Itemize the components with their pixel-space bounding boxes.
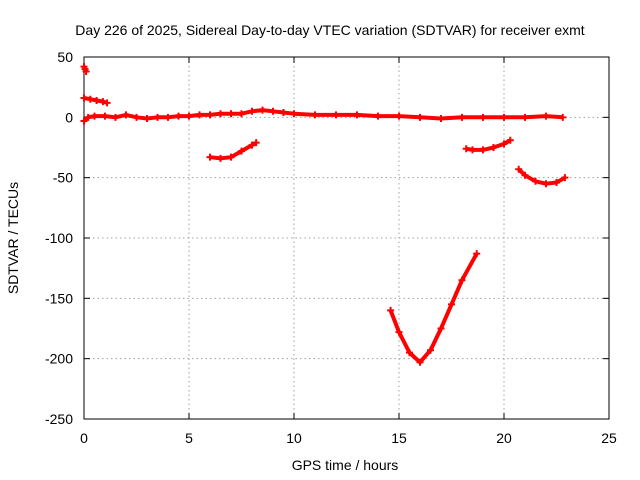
series-arc-baseline	[80, 106, 567, 125]
data-point	[448, 300, 455, 308]
data-point	[206, 111, 214, 119]
data-point	[80, 94, 88, 102]
data-point	[437, 115, 445, 123]
data-point	[84, 113, 92, 121]
data-point	[462, 145, 470, 153]
data-point	[479, 146, 487, 154]
data-point	[311, 111, 319, 119]
data-point	[175, 112, 182, 120]
data-point	[521, 113, 529, 121]
data-point	[133, 113, 140, 121]
data-point	[469, 146, 476, 154]
x-tick-label: 25	[601, 430, 617, 446]
data-point	[99, 98, 107, 106]
series-arc-deep-trough	[387, 250, 481, 366]
data-point	[259, 106, 266, 114]
data-point	[93, 96, 101, 104]
series-arc-early-high	[80, 94, 111, 107]
x-axis-title: GPS time / hours	[292, 457, 399, 473]
data-point	[561, 174, 569, 182]
series-line	[388, 252, 479, 365]
data-point	[252, 139, 260, 147]
data-point	[164, 113, 172, 121]
data-point	[269, 107, 277, 115]
data-point	[559, 113, 567, 121]
data-point	[521, 171, 529, 179]
series-arc-spike	[80, 63, 90, 75]
data-point	[387, 306, 395, 314]
data-series	[80, 63, 569, 366]
y-tick-label: 0	[65, 109, 73, 125]
data-point	[103, 99, 111, 107]
data-point	[238, 147, 245, 155]
data-point	[143, 115, 151, 123]
series-arc-morning-dip	[206, 139, 260, 162]
grid	[84, 57, 609, 419]
data-point	[280, 109, 287, 117]
y-tick-label: 50	[57, 49, 73, 65]
data-point	[227, 110, 235, 118]
data-point	[217, 110, 224, 118]
y-tick-label: -200	[45, 351, 73, 367]
data-point	[82, 67, 90, 75]
data-point	[353, 111, 361, 119]
data-point	[86, 95, 94, 103]
data-point	[80, 117, 88, 125]
data-point	[112, 113, 119, 121]
data-point	[185, 112, 193, 120]
data-point	[490, 144, 497, 151]
data-point	[395, 328, 403, 336]
axis-ticks: 0 5 10 15 20 25 50 0 -50 -100 -150 -200 -250	[45, 49, 617, 446]
data-point	[154, 113, 161, 121]
data-point	[553, 178, 560, 186]
x-tick-label: 15	[391, 430, 407, 446]
data-point	[101, 112, 109, 120]
data-point	[248, 107, 256, 115]
data-point	[515, 165, 523, 173]
data-point	[91, 112, 98, 120]
y-tick-label: -50	[53, 170, 73, 186]
series-line	[82, 108, 563, 123]
data-point	[416, 113, 424, 121]
data-point	[374, 112, 382, 120]
chart-title: Day 226 of 2025, Sidereal Day-to-day VTE…	[75, 22, 584, 38]
series-arc-late-dip	[515, 165, 569, 188]
data-point	[473, 250, 481, 258]
data-point	[479, 113, 487, 121]
x-tick-label: 0	[80, 430, 88, 446]
data-point	[458, 276, 466, 284]
series-arc-evening-dip	[462, 136, 514, 154]
data-point	[458, 113, 466, 121]
data-point	[506, 136, 514, 144]
y-tick-label: -100	[45, 230, 73, 246]
y-axis-title: SDTVAR / TECUs	[5, 182, 21, 294]
data-point	[437, 325, 445, 332]
y-tick-label: -150	[45, 290, 73, 306]
data-point	[196, 111, 203, 119]
x-tick-label: 5	[185, 430, 193, 446]
data-point	[238, 110, 245, 118]
data-point	[532, 177, 539, 185]
data-point	[500, 140, 508, 148]
data-point	[227, 153, 235, 161]
data-point	[122, 111, 130, 119]
data-point	[542, 180, 550, 188]
data-point	[248, 141, 256, 149]
data-point	[395, 112, 403, 120]
data-point	[542, 112, 550, 120]
data-point	[206, 153, 214, 161]
data-point	[290, 110, 298, 118]
x-tick-label: 10	[286, 430, 302, 446]
data-point	[332, 111, 340, 119]
data-point	[217, 154, 224, 162]
data-point	[500, 113, 508, 121]
data-point	[427, 346, 434, 354]
y-tick-label: -250	[45, 411, 73, 427]
x-tick-label: 20	[496, 430, 512, 446]
data-point	[416, 358, 424, 366]
data-point	[406, 349, 413, 357]
